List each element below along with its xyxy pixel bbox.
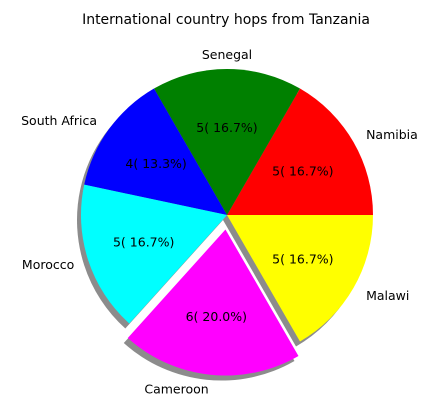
slice-label-senegal: Senegal bbox=[202, 47, 252, 62]
slice-percent-malawi: 5( 16.7%) bbox=[272, 251, 333, 266]
slice-percent-south-africa: 4( 13.3%) bbox=[125, 156, 186, 171]
slice-label-cameroon: Cameroon bbox=[144, 382, 208, 397]
slice-percent-namibia: 5( 16.7%) bbox=[272, 164, 333, 179]
slice-label-south-africa: South Africa bbox=[21, 113, 97, 128]
slice-label-morocco: Morocco bbox=[22, 257, 74, 272]
slice-label-malawi: Malawi bbox=[366, 288, 409, 303]
pie-slice-morocco bbox=[80, 184, 228, 324]
pie-slice-malawi bbox=[227, 215, 373, 342]
pie-slice-cameroon bbox=[127, 229, 299, 376]
pie-slice-namibia bbox=[227, 88, 373, 215]
slice-percent-morocco: 5( 16.7%) bbox=[113, 235, 174, 250]
chart-title: International country hops from Tanzania bbox=[82, 12, 370, 28]
pie-slice-senegal bbox=[154, 68, 300, 215]
slice-label-namibia: Namibia bbox=[366, 127, 418, 142]
pie-slice-south-africa bbox=[84, 88, 227, 215]
slice-percent-cameroon: 6( 20.0%) bbox=[186, 309, 247, 324]
slice-labels: Namibia 5( 16.7%) Senegal 5( 16.7%) South Af… bbox=[21, 47, 418, 397]
slice-percent-senegal: 5( 16.7%) bbox=[196, 120, 257, 135]
pie-slices bbox=[80, 68, 373, 376]
